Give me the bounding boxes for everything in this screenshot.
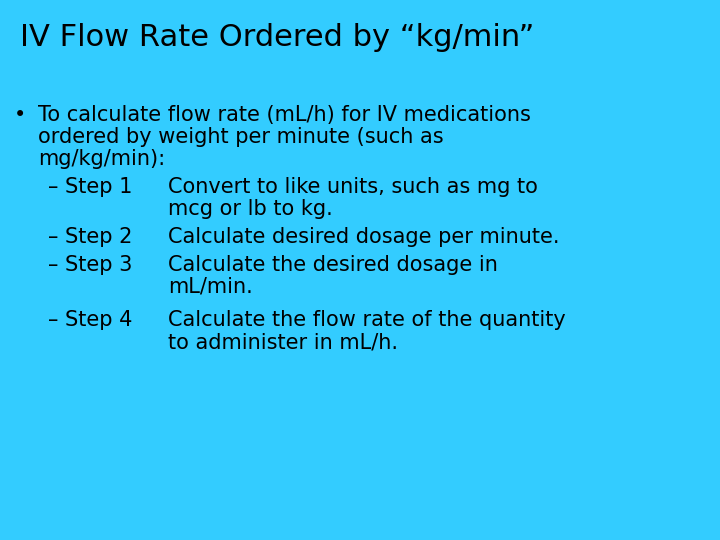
Text: – Step 2: – Step 2	[48, 227, 132, 247]
Text: Calculate the desired dosage in: Calculate the desired dosage in	[168, 255, 498, 275]
Text: To calculate flow rate (mL/h) for IV medications: To calculate flow rate (mL/h) for IV med…	[38, 105, 531, 125]
Text: Calculate the flow rate of the quantity: Calculate the flow rate of the quantity	[168, 310, 566, 330]
Text: •: •	[14, 105, 26, 125]
Text: mcg or lb to kg.: mcg or lb to kg.	[168, 199, 333, 219]
Text: to administer in mL/h.: to administer in mL/h.	[168, 332, 398, 352]
Text: – Step 4: – Step 4	[48, 310, 132, 330]
Text: Calculate desired dosage per minute.: Calculate desired dosage per minute.	[168, 227, 559, 247]
Text: IV Flow Rate Ordered by “kg/min”: IV Flow Rate Ordered by “kg/min”	[20, 23, 534, 52]
Text: ordered by weight per minute (such as: ordered by weight per minute (such as	[38, 127, 444, 147]
Text: – Step 1: – Step 1	[48, 177, 132, 197]
Text: Convert to like units, such as mg to: Convert to like units, such as mg to	[168, 177, 538, 197]
Text: mL/min.: mL/min.	[168, 277, 253, 297]
Text: – Step 3: – Step 3	[48, 255, 132, 275]
Text: mg/kg/min):: mg/kg/min):	[38, 149, 165, 169]
